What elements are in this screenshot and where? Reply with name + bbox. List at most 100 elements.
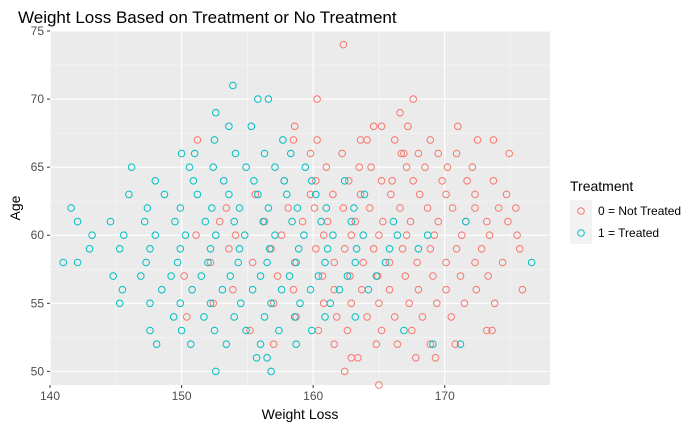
- point-not-treated: [222, 204, 231, 212]
- point-treated: [250, 177, 258, 185]
- x-axis-title: Weight Loss: [262, 406, 339, 422]
- point-treated: [321, 258, 329, 267]
- point-not-treated: [209, 299, 217, 308]
- point-not-treated: [415, 190, 424, 199]
- point-treated: [271, 163, 279, 171]
- point-not-treated: [442, 258, 450, 267]
- point-not-treated: [460, 299, 469, 308]
- point-not-treated: [347, 231, 356, 239]
- point-treated: [146, 245, 154, 253]
- point-treated: [290, 313, 299, 321]
- point-not-treated: [458, 231, 466, 239]
- point-not-treated: [375, 231, 383, 239]
- point-treated: [263, 354, 271, 362]
- point-not-treated: [434, 217, 443, 226]
- point-not-treated: [463, 177, 471, 185]
- point-treated: [456, 340, 465, 349]
- point-not-treated: [473, 136, 482, 144]
- y-tick-label: 65: [31, 160, 45, 174]
- point-not-treated: [409, 177, 418, 185]
- point-not-treated: [390, 136, 399, 144]
- point-not-treated: [322, 163, 331, 171]
- point-treated: [212, 231, 220, 239]
- point-treated: [321, 313, 329, 321]
- legend-key-bg-not-treated: [570, 200, 592, 222]
- point-treated: [219, 177, 228, 185]
- point-treated: [359, 231, 368, 239]
- point-treated: [256, 272, 265, 280]
- point-not-treated: [355, 163, 364, 171]
- point-not-treated: [339, 40, 348, 49]
- point-treated: [400, 326, 408, 335]
- point-treated: [288, 217, 296, 226]
- point-not-treated: [393, 340, 402, 349]
- point-not-treated: [484, 272, 493, 280]
- legend-dot-not-treated: [577, 207, 585, 215]
- point-not-treated: [429, 272, 437, 280]
- point-not-treated: [372, 340, 381, 349]
- point-treated: [393, 231, 402, 239]
- point-not-treated: [451, 340, 460, 349]
- point-treated: [140, 217, 149, 226]
- point-not-treated: [471, 190, 479, 199]
- point-treated: [67, 204, 75, 212]
- point-treated: [283, 190, 291, 199]
- point-treated: [360, 190, 369, 199]
- point-treated: [275, 326, 283, 335]
- point-treated: [343, 272, 352, 280]
- point-treated: [176, 299, 185, 308]
- point-treated: [462, 217, 470, 226]
- point-not-treated: [365, 204, 374, 212]
- y-tick-label: 55: [31, 296, 45, 310]
- point-treated: [314, 272, 323, 280]
- point-treated: [151, 231, 160, 239]
- point-treated: [263, 258, 271, 267]
- point-not-treated: [319, 231, 328, 239]
- point-not-treated: [498, 258, 507, 267]
- point-treated: [197, 272, 206, 280]
- point-treated: [242, 163, 250, 171]
- point-not-treated: [397, 149, 406, 158]
- point-treated: [231, 149, 240, 158]
- point-treated: [185, 163, 194, 171]
- point-not-treated: [379, 217, 387, 226]
- point-not-treated: [206, 258, 215, 267]
- point-treated: [176, 245, 185, 253]
- point-treated: [372, 272, 381, 280]
- point-treated: [125, 190, 133, 199]
- point-treated: [279, 136, 287, 144]
- point-treated: [235, 245, 244, 253]
- point-not-treated: [229, 285, 237, 294]
- point-not-treated: [412, 354, 420, 362]
- grid-minor: [50, 31, 550, 385]
- point-not-treated: [426, 340, 435, 349]
- point-treated: [73, 258, 82, 267]
- point-not-treated: [414, 285, 423, 294]
- x-tick-label: 160: [303, 389, 323, 403]
- point-treated: [106, 217, 115, 226]
- legend-label-treated: 1 = Treated: [598, 226, 659, 240]
- point-treated: [218, 285, 227, 294]
- point-treated: [306, 285, 315, 294]
- point-treated: [234, 258, 242, 267]
- point-not-treated: [485, 231, 494, 239]
- point-treated: [118, 285, 127, 294]
- point-treated: [260, 313, 269, 321]
- point-treated: [225, 122, 233, 131]
- point-treated: [347, 217, 356, 226]
- point-not-treated: [396, 108, 404, 117]
- point-treated: [259, 217, 268, 226]
- point-not-treated: [504, 217, 512, 226]
- point-not-treated: [431, 354, 440, 362]
- point-treated: [187, 340, 195, 349]
- point-treated: [115, 299, 124, 308]
- point-treated: [229, 81, 237, 90]
- point-not-treated: [434, 149, 443, 158]
- grid-major: [49, 30, 550, 385]
- point-treated: [287, 149, 295, 158]
- point-treated: [208, 204, 216, 212]
- point-treated: [230, 217, 238, 226]
- point-not-treated: [490, 299, 499, 308]
- point-not-treated: [344, 177, 353, 185]
